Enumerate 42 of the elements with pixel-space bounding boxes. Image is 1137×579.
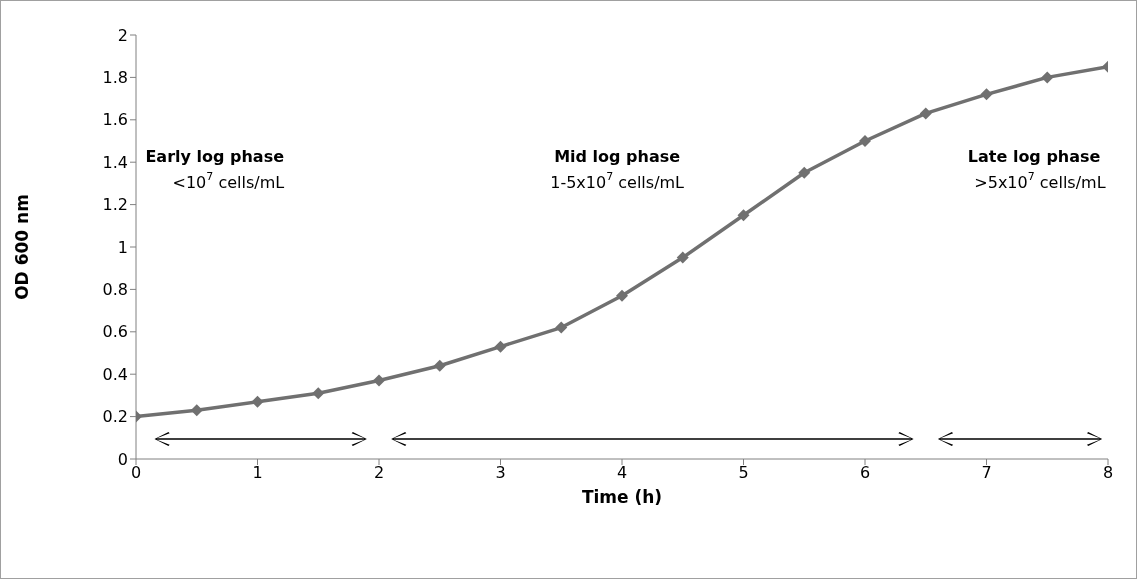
point	[676, 251, 689, 264]
y-axis-title: OD 600 nm	[12, 194, 33, 300]
annotation: Mid log phase	[554, 146, 681, 166]
x-tick-label: 8	[1102, 463, 1114, 483]
y-tick-label: 0	[117, 449, 128, 469]
point	[373, 374, 385, 387]
annotation: Early log phase	[145, 146, 285, 166]
x-tick-label: 3	[495, 463, 506, 483]
x-tick-label: 6	[859, 463, 871, 483]
annotation: >5x10$^{7}$ cells/mL	[974, 169, 1106, 192]
y-tick-label: 1.2	[102, 195, 128, 215]
annotation: 1-5x10$^{7}$ cells/mL	[550, 169, 685, 192]
y-tick-label: 1	[117, 237, 128, 257]
point	[859, 135, 871, 147]
y-tick-label: 1.8	[102, 68, 128, 88]
x-tick-label: 0	[130, 463, 142, 483]
y-tick-label: 0.8	[102, 280, 128, 300]
x-tick-label: 1	[252, 463, 263, 483]
x-axis-title: Time (h)	[581, 487, 663, 508]
point	[312, 387, 325, 400]
y-tick-label: 0.4	[102, 364, 128, 384]
point	[251, 395, 264, 408]
y-tick-label: 1.6	[102, 110, 128, 130]
annotation: Late log phase	[967, 146, 1101, 166]
y-tick-label: 0.2	[102, 407, 128, 427]
x-tick-label: 5	[738, 463, 749, 483]
x-tick-label: 4	[616, 463, 628, 483]
y-tick-label: 1.4	[102, 152, 128, 172]
annotation: <10$^{7}$ cells/mL	[172, 169, 285, 192]
point	[555, 321, 568, 334]
point	[980, 88, 993, 101]
point	[798, 166, 811, 179]
y-tick-label: 0.6	[102, 322, 128, 342]
point	[433, 359, 446, 372]
x-tick-label: 2	[373, 463, 385, 483]
point	[1041, 71, 1054, 84]
point	[737, 209, 750, 222]
y-tick-label: 2	[117, 25, 128, 45]
point	[919, 107, 932, 120]
point	[494, 340, 507, 353]
point	[616, 289, 628, 302]
x-tick-label: 7	[981, 463, 992, 483]
